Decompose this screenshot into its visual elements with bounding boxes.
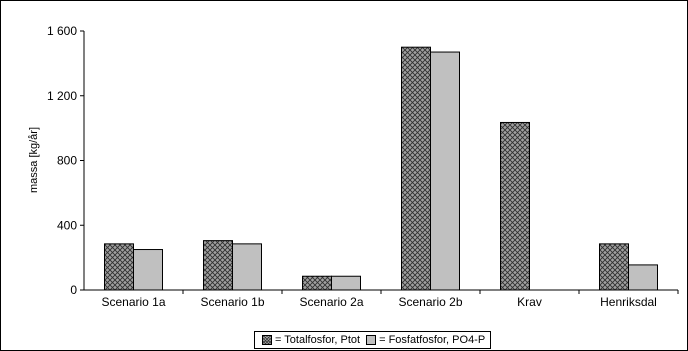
x-tick-label: Scenario 2b <box>398 295 462 309</box>
bar-totalfosfor <box>500 121 530 291</box>
bar-totalfosfor <box>401 46 431 291</box>
axes <box>80 30 679 294</box>
y-axis-label: massa [kg/år] <box>28 127 40 193</box>
y-tick-label: 1 200 <box>47 89 77 103</box>
bar-totalfosfor <box>203 240 233 291</box>
legend-label-totalfosfor: = Totalfosfor, Ptot <box>275 334 361 346</box>
x-tick-label: Henriksdal <box>600 295 657 309</box>
bars <box>104 46 658 291</box>
x-tick-label: Scenario 1a <box>101 295 165 309</box>
bar-fosfatfosfor <box>628 264 658 291</box>
legend-swatch-totalfosfor <box>262 335 272 345</box>
y-tick-label: 0 <box>70 283 77 297</box>
x-tick-label: Scenario 2a <box>299 295 363 309</box>
bar-totalfosfor <box>104 243 134 291</box>
y-tick-label: 400 <box>57 218 77 232</box>
bar-totalfosfor <box>599 243 629 291</box>
legend-label-fosfatfosfor: = Fosfatfosfor, PO4-P <box>379 334 486 346</box>
legend-swatch-fosfatfosfor <box>366 335 377 345</box>
bar-fosfatfosfor <box>430 51 460 291</box>
bar-fosfatfosfor <box>232 243 262 291</box>
y-tick-label: 800 <box>57 154 77 168</box>
bar-fosfatfosfor <box>133 249 163 291</box>
legend: = Totalfosfor, Ptot = Fosfatfosfor, PO4-… <box>254 331 492 349</box>
tick-labels: 0 400 800 1 200 1 600 Scenario 1a Scenario 1b S… <box>47 24 657 309</box>
bar-totalfosfor <box>302 275 332 291</box>
y-tick-label: 1 600 <box>47 24 77 38</box>
bar-fosfatfosfor <box>331 275 361 291</box>
x-tick-label: Scenario 1b <box>200 295 264 309</box>
x-tick-label: Krav <box>517 295 542 309</box>
